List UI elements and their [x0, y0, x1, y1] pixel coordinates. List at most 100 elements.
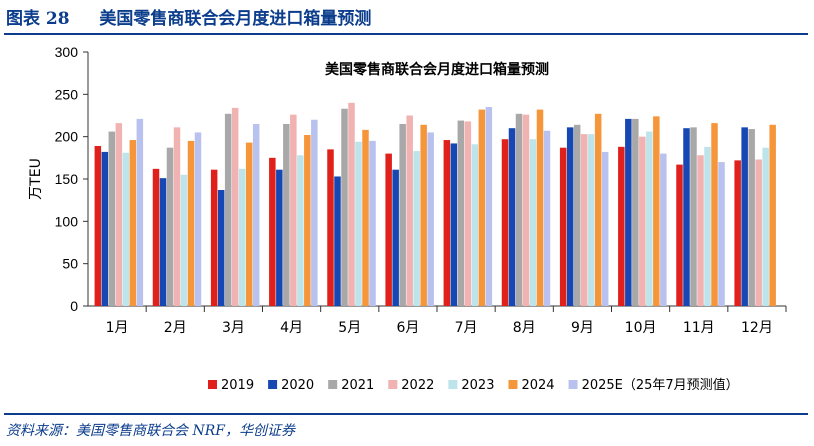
bar: [646, 131, 653, 306]
bar: [529, 139, 537, 306]
legend-label: 2023: [461, 378, 494, 393]
bar: [413, 151, 420, 306]
bar: [245, 142, 253, 306]
bar: [618, 146, 625, 306]
y-tick-label: 150: [55, 171, 79, 187]
bar: [697, 155, 704, 306]
x-tick-label: 8月: [513, 320, 536, 336]
source-note: 资料来源：美国零售商联合会 NRF，华创证券: [6, 423, 295, 439]
bar: [536, 109, 544, 306]
bar: [522, 114, 530, 306]
chart-title: 美国零售商联合会月度进口箱量预测: [325, 61, 549, 78]
bar: [369, 140, 376, 306]
bar: [159, 178, 167, 306]
bar: [704, 146, 711, 306]
bar: [304, 134, 311, 306]
bar: [748, 129, 755, 306]
legend-label: 2019: [221, 378, 254, 393]
bar: [187, 140, 195, 306]
bar: [129, 140, 137, 306]
bar: [573, 124, 581, 307]
bar: [392, 169, 399, 306]
bar: [485, 107, 493, 307]
bar: [464, 121, 472, 306]
y-tick-label: 250: [55, 86, 79, 102]
bar: [210, 169, 218, 306]
y-tick-label: 300: [55, 44, 79, 60]
legend-swatch: [448, 380, 458, 389]
legend-label: 2022: [401, 378, 434, 393]
top-divider: [4, 33, 808, 35]
bar: [741, 127, 748, 306]
legend-swatch: [388, 380, 398, 389]
bar: [443, 140, 451, 306]
legend-swatch: [508, 380, 518, 389]
bar: [238, 168, 246, 306]
bar: [173, 127, 181, 306]
bar: [639, 136, 646, 306]
x-tick-label: 1月: [106, 320, 129, 336]
y-tick-label: 200: [55, 129, 79, 145]
bar: [231, 107, 239, 306]
bar: [136, 118, 144, 307]
legend-swatch: [568, 380, 578, 389]
bar: [385, 153, 392, 306]
bar: [194, 132, 202, 306]
figure-title-text: 美国零售商联合会月度进口箱量预测: [99, 9, 372, 29]
bar: [762, 147, 769, 306]
figure-title: 图表 28 美国零售商联合会月度进口箱量预测: [6, 4, 371, 29]
bar: [508, 128, 516, 306]
bar: [566, 127, 574, 306]
bar: [108, 131, 116, 306]
legend-label: 2021: [341, 378, 374, 393]
bar: [327, 149, 334, 306]
bar: [660, 153, 667, 306]
bar: [122, 152, 130, 306]
bar: [471, 144, 479, 306]
bar: [427, 132, 434, 306]
bottom-divider: [4, 413, 808, 415]
legend-swatch: [208, 380, 217, 389]
x-tick-label: 7月: [455, 320, 478, 336]
bar: [559, 147, 567, 306]
bar: [676, 164, 683, 306]
bar: [348, 102, 355, 306]
bar: [334, 176, 341, 306]
bar: [580, 134, 588, 306]
bar: [283, 123, 290, 306]
x-tick-label: 10月: [625, 320, 657, 336]
legend-label: 2024: [521, 378, 554, 393]
y-tick-label: 100: [55, 213, 79, 229]
bar: [297, 155, 304, 306]
figure-label: 图表 28: [6, 9, 70, 29]
bar: [594, 113, 602, 306]
bar: [711, 123, 718, 307]
bar: [457, 120, 465, 306]
bar-chart: 美国零售商联合会月度进口箱量预测 0 50 100 150 200 250 300 万TEU 1月…: [28, 44, 787, 393]
bar: [587, 134, 595, 306]
bar: [341, 108, 348, 306]
y-axis-label: 万TEU: [28, 158, 44, 200]
x-tick-label: 12月: [741, 320, 773, 336]
bar: [94, 145, 102, 306]
bar: [166, 147, 174, 306]
bar: [625, 118, 632, 307]
bar: [101, 151, 109, 306]
bar: [224, 113, 232, 306]
bar: [362, 129, 369, 306]
bar: [355, 141, 362, 306]
legend-swatch: [328, 380, 338, 389]
bar: [543, 130, 551, 306]
x-tick-label: 4月: [280, 320, 303, 336]
x-tick-label: 5月: [338, 320, 361, 336]
bar: [269, 157, 276, 306]
x-tick-label: 11月: [683, 320, 715, 336]
bar: [115, 123, 123, 307]
bar: [515, 113, 523, 306]
bar: [252, 123, 260, 306]
x-tick-label: 2月: [164, 320, 187, 336]
bar: [276, 169, 283, 306]
bar: [632, 118, 639, 307]
bar: [311, 119, 318, 306]
bar: [406, 115, 413, 306]
